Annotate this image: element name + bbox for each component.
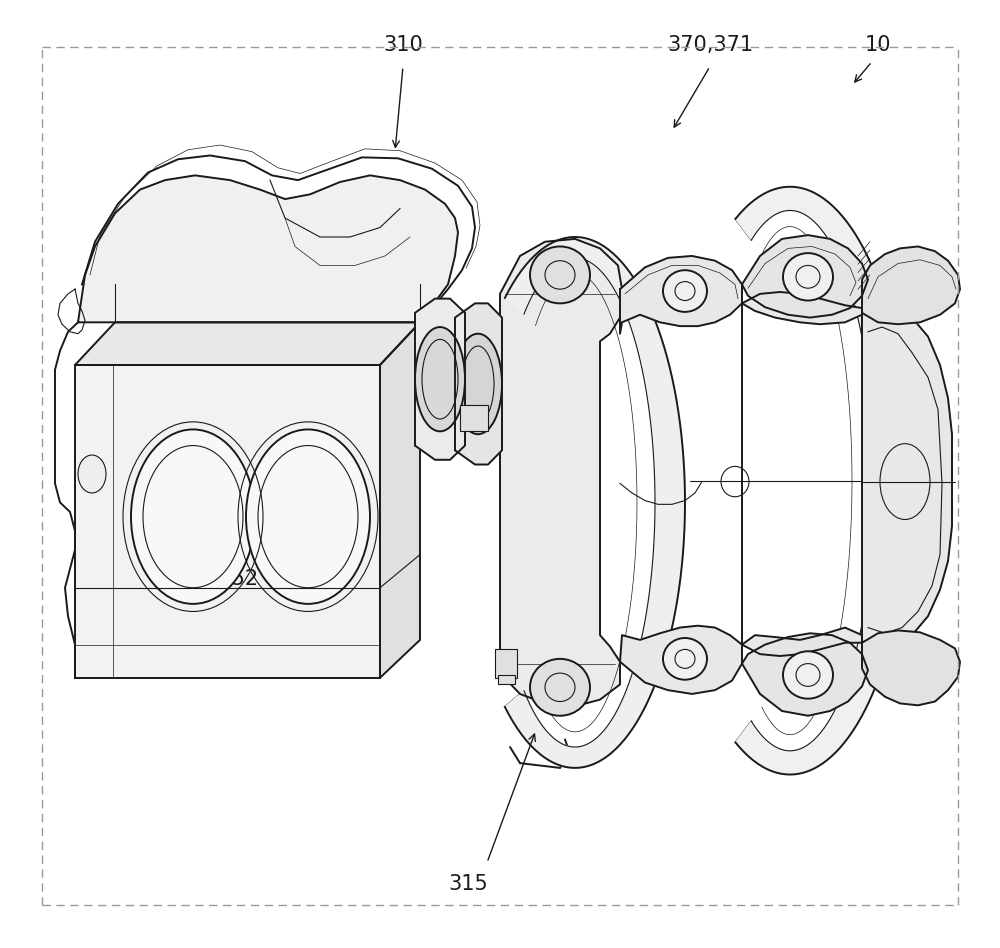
Polygon shape <box>620 626 742 694</box>
Text: 370,371: 370,371 <box>667 35 753 55</box>
Ellipse shape <box>246 429 370 604</box>
Bar <box>460 405 488 431</box>
Polygon shape <box>455 303 502 465</box>
Polygon shape <box>505 237 685 768</box>
Ellipse shape <box>663 270 707 312</box>
Ellipse shape <box>415 327 465 431</box>
Ellipse shape <box>78 455 106 493</box>
Ellipse shape <box>783 253 833 301</box>
Polygon shape <box>742 628 862 656</box>
Ellipse shape <box>783 651 833 699</box>
Ellipse shape <box>663 638 707 680</box>
Polygon shape <box>862 246 960 324</box>
Polygon shape <box>620 256 742 334</box>
Polygon shape <box>75 322 420 365</box>
Polygon shape <box>742 235 868 318</box>
Text: 315: 315 <box>448 874 488 894</box>
Polygon shape <box>75 365 380 678</box>
Polygon shape <box>742 292 862 324</box>
Text: 350,352: 350,352 <box>172 569 258 589</box>
Bar <box>495 649 517 678</box>
Ellipse shape <box>530 659 590 716</box>
Polygon shape <box>742 633 868 716</box>
Polygon shape <box>415 299 465 460</box>
Text: 310: 310 <box>383 35 423 55</box>
Polygon shape <box>78 175 458 322</box>
Polygon shape <box>862 305 952 647</box>
Ellipse shape <box>131 429 255 604</box>
Polygon shape <box>862 630 960 705</box>
Ellipse shape <box>530 246 590 303</box>
Polygon shape <box>736 187 910 775</box>
Text: 10: 10 <box>865 35 891 55</box>
Polygon shape <box>500 239 622 706</box>
Polygon shape <box>380 322 420 678</box>
Bar <box>498 675 515 684</box>
Ellipse shape <box>454 334 502 434</box>
